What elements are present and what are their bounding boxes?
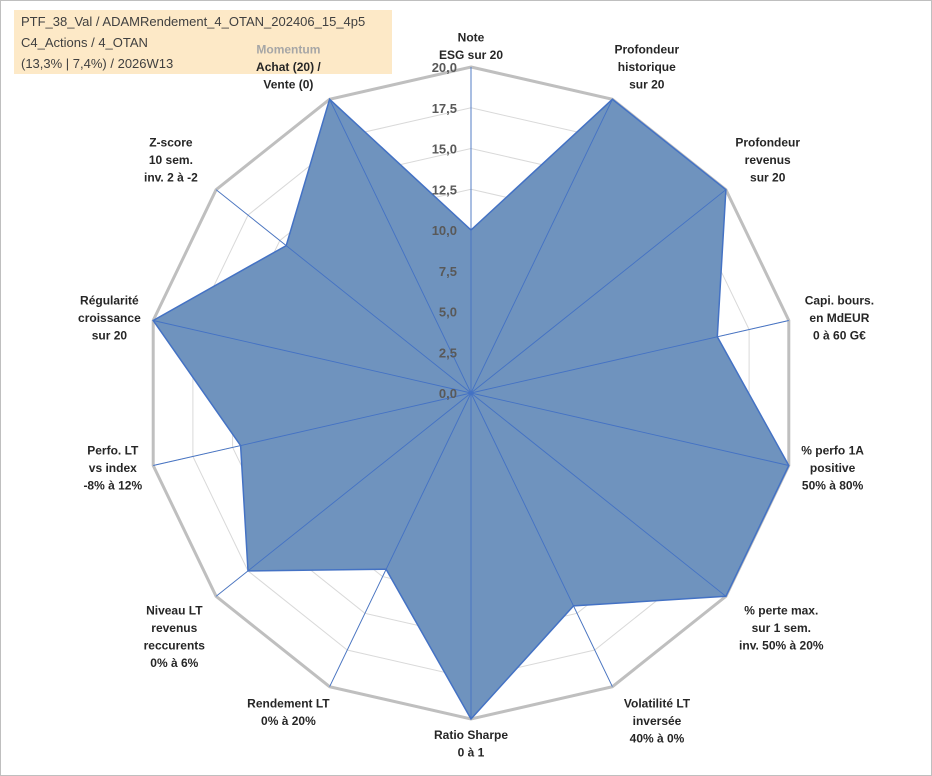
- tick-label: 2,5: [439, 345, 457, 360]
- axis-label: ESG sur 20: [439, 48, 503, 62]
- axis-label: Z-score: [149, 136, 193, 150]
- axis-line: [215, 189, 472, 394]
- axis-line: [470, 392, 789, 466]
- axis-line: [329, 392, 472, 687]
- axis-label: Régularité: [80, 294, 139, 308]
- stats-line: (13,3% | 7,4%) / 2026W13: [21, 56, 174, 71]
- axis-header-momentum: Momentum: [256, 42, 320, 56]
- axis-label: Capi. bours.: [805, 294, 874, 308]
- axis-label: % perte max.: [744, 604, 818, 618]
- axis-label: 40% à 0%: [630, 732, 685, 746]
- axis-label: historique: [618, 60, 676, 74]
- tick-label: 5,0: [439, 305, 457, 320]
- axis-line: [470, 392, 613, 687]
- axis-label: Volatilité LT: [624, 697, 691, 711]
- axis-label: revenus: [151, 621, 197, 635]
- axis-label: croissance: [78, 311, 141, 325]
- axis-label: sur 20: [92, 329, 128, 343]
- axis-line: [470, 189, 727, 394]
- category-line: C4_Actions / 4_OTAN: [21, 35, 148, 50]
- axis-label: en MdEUR: [809, 311, 869, 325]
- axis-label: Ratio Sharpe: [434, 728, 508, 742]
- axis-label: inv. 2 à -2: [144, 171, 198, 185]
- axis-label: positive: [810, 461, 856, 475]
- axis-line: [470, 320, 789, 394]
- axis-label: inv. 50% à 20%: [739, 639, 824, 653]
- tick-label: 10,0: [432, 223, 457, 238]
- axis-line: [215, 392, 472, 597]
- axis-line: [153, 320, 472, 394]
- axis-label: 10 sem.: [149, 153, 193, 167]
- axis-line: [329, 99, 472, 394]
- axis-label: 0 à 1: [458, 746, 485, 760]
- axis-label: Perfo. LT: [87, 443, 139, 457]
- axis-label: % perfo 1A: [801, 443, 864, 457]
- axis-label: reccurents: [144, 639, 206, 653]
- axis-label: vs index: [89, 461, 137, 475]
- axis-label: 0% à 20%: [261, 714, 316, 728]
- axis-label: sur 1 sem.: [752, 621, 811, 635]
- axis-label: Profondeur: [614, 42, 679, 56]
- axis-label: 0 à 60 G€: [813, 329, 866, 343]
- tick-label: 17,5: [432, 101, 457, 116]
- axis-label: 50% à 80%: [802, 478, 864, 492]
- axis-label: Profondeur: [735, 136, 800, 150]
- tick-label: 7,5: [439, 264, 457, 279]
- axis-label: Note: [458, 31, 485, 45]
- tick-label: 20,0: [432, 60, 457, 75]
- axis-line: [470, 392, 727, 597]
- axis-label: sur 20: [750, 171, 786, 185]
- axis-line: [153, 392, 472, 466]
- axis-label: Achat (20) /: [256, 60, 321, 74]
- info-box: PTF_38_Val / ADAMRendement_4_OTAN_202406…: [14, 10, 392, 74]
- axis-label: Vente (0): [263, 77, 313, 91]
- axis-label: 0% à 6%: [150, 656, 198, 670]
- tick-label: 12,5: [432, 182, 457, 197]
- tick-label: 15,0: [432, 142, 457, 157]
- axis-label: sur 20: [629, 77, 665, 91]
- axis-label: -8% à 12%: [83, 478, 142, 492]
- portfolio-line: PTF_38_Val / ADAMRendement_4_OTAN_202406…: [21, 14, 366, 29]
- axis-label: revenus: [745, 153, 791, 167]
- axis-label: inversée: [633, 714, 682, 728]
- axis-label: Rendement LT: [247, 697, 330, 711]
- tick-label: 0,0: [439, 386, 457, 401]
- axis-label: Niveau LT: [146, 604, 203, 618]
- axis-line: [470, 99, 613, 394]
